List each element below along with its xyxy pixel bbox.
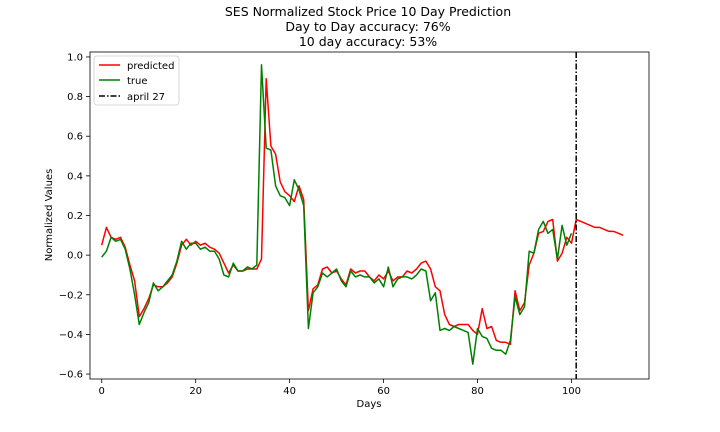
y-tick-label: 0.2 [67,211,83,222]
x-axis-label: Days [357,399,382,410]
y-tick-label: −0.6 [59,370,83,381]
y-tick-label: 0.6 [67,132,83,143]
x-tick-label: 40 [283,386,296,397]
legend-box [93,55,180,106]
x-tick-label: 60 [377,386,390,397]
y-axis: −0.6 −0.4 −0.2 0.0 0.2 0.4 0.6 0.8 1.0 [59,52,90,381]
x-tick-label: 100 [562,386,581,397]
y-tick-label: 0.0 [67,251,83,262]
y-tick-label: 0.4 [67,171,83,182]
y-axis-label: Normalized Values [44,169,55,262]
x-tick-label: 20 [189,386,202,397]
legend-april27-label: april 27 [127,92,165,103]
series-line-true [101,64,573,365]
legend: predicted true april 27 [93,55,180,106]
y-tick-label: −0.4 [59,330,83,341]
y-tick-label: −0.2 [59,290,83,301]
y-tick-label: 1.0 [67,52,83,63]
plot-area [100,52,624,379]
x-tick-label: 80 [471,386,484,397]
legend-true-label: true [127,76,148,87]
series-line-predicted [100,78,624,346]
chart-title: SES Normalized Stock Price 10 Day Predic… [225,4,511,19]
x-tick-label: 0 [99,386,105,397]
legend-predicted-label: predicted [127,61,174,72]
chart-subtitle-line-1: Day to Day accuracy: 76% [285,19,450,34]
y-tick-label: 0.8 [67,92,83,103]
x-axis: 0 20 40 60 80 100 [99,379,581,397]
chart-subtitle-line-2: 10 day accuracy: 53% [299,34,437,49]
